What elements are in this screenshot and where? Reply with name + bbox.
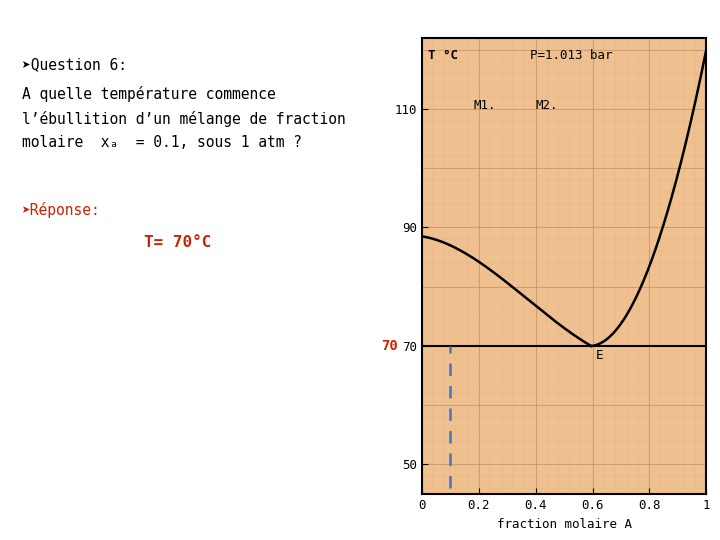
Text: ➤Réponse:: ➤Réponse: — [22, 202, 100, 219]
Text: A quelle température commence: A quelle température commence — [22, 86, 275, 103]
Text: E: E — [595, 349, 603, 362]
Text: molaire  xₐ  = 0.1, sous 1 atm ?: molaire xₐ = 0.1, sous 1 atm ? — [22, 135, 302, 150]
Text: T= 70°C: T= 70°C — [144, 235, 212, 250]
Text: ➤Question 6:: ➤Question 6: — [22, 57, 127, 72]
Text: M2.: M2. — [536, 99, 558, 112]
X-axis label: fraction molaire A: fraction molaire A — [497, 517, 631, 530]
Text: 70: 70 — [381, 339, 397, 353]
Text: l’ébullition d’un mélange de fraction: l’ébullition d’un mélange de fraction — [22, 111, 346, 127]
Text: P=1.013 bar: P=1.013 bar — [530, 49, 613, 62]
Text: T °C: T °C — [428, 49, 458, 62]
Text: M1.: M1. — [473, 99, 495, 112]
